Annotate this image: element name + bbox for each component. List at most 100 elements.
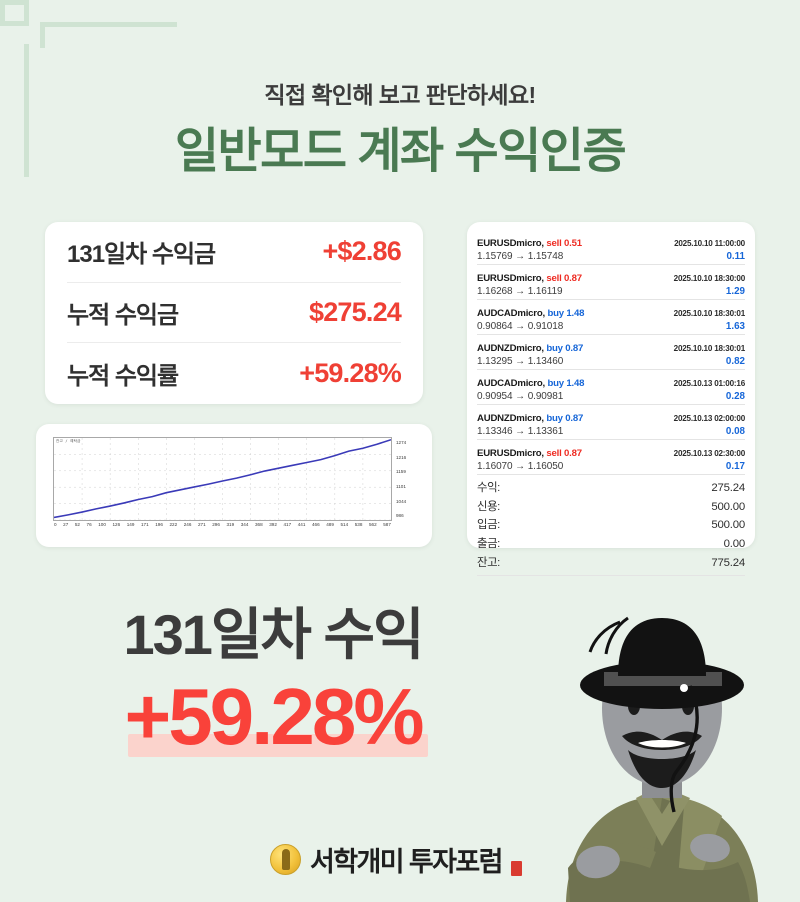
trade-row-header: EURUSDmicro, sell 0.51 2025.10.10 11:00:0…	[477, 233, 745, 251]
hero-highlight-bar	[128, 734, 428, 758]
trade-side: sell 0.51	[546, 237, 582, 249]
trade-row: EURUSDmicro, sell 0.87 2025.10.13 02:30:0…	[477, 440, 745, 475]
trade-prices: 0.90864 → 0.91018	[477, 320, 564, 332]
trade-symbol-side: EURUSDmicro, sell 0.87	[477, 268, 582, 286]
trade-row-detail: 1.13346 → 1.13361 0.08	[477, 426, 745, 437]
trade-row-detail: 1.15769 → 1.15748 0.11	[477, 251, 745, 262]
summary-label: 잔고:	[477, 556, 500, 569]
chart-y-tick: 1101	[396, 484, 406, 490]
chart-x-tick: 171	[141, 522, 149, 527]
stat-row-daily-profit: 131일차 수익금 +$2.86	[67, 222, 402, 283]
trade-symbol: EURUSDmicro,	[477, 272, 547, 284]
trade-row-header: EURUSDmicro, sell 0.87 2025.10.13 02:30:0…	[477, 443, 745, 461]
trade-profit: 0.08	[725, 425, 745, 437]
trade-symbol-side: AUDNZDmicro, buy 0.87	[477, 408, 583, 426]
summary-row: 출금: 0.00	[477, 534, 745, 553]
trade-profit: 0.28	[725, 390, 745, 402]
chart-x-tick: 587	[383, 522, 391, 527]
chart-gridlines	[54, 438, 391, 520]
corner-bracket-square-icon	[0, 0, 29, 26]
account-summary-list: 수익: 275.24 신용: 500.00 입금: 500.00 출금: 0.00 잔고: 775…	[477, 475, 745, 576]
summary-row: 신용: 500.00	[477, 497, 745, 516]
trade-symbol: EURUSDmicro,	[477, 447, 547, 459]
chart-x-tick: 562	[369, 522, 377, 527]
brand-footer: 서학개미 투자포럼	[270, 840, 522, 879]
trade-time: 2025.10.13 01:00:16	[673, 378, 746, 388]
trade-time: 2025.10.10 11:00:00	[674, 238, 745, 248]
hero-percent: +59.28%	[124, 671, 424, 761]
chart-x-tick: 466	[312, 522, 320, 527]
summary-value: 775.24	[711, 556, 745, 569]
stat-label: 누적 수익금	[67, 301, 179, 329]
trade-time: 2025.10.13 02:00:00	[673, 413, 746, 423]
stat-value: +$2.86	[322, 236, 401, 267]
chart-y-axis-labels: 1274 1216 1159 1101 1044 986	[393, 437, 423, 521]
trade-row-header: AUDNZDmicro, buy 0.87 2025.10.10 18:30:01	[477, 338, 745, 356]
chart-x-tick: 514	[340, 522, 349, 527]
trade-prices: 1.13295 → 1.13460	[477, 355, 564, 367]
chart-x-tick: 319	[226, 522, 235, 527]
trade-row-detail: 1.16268 → 1.16119 1.29	[477, 286, 745, 297]
summary-value: 275.24	[711, 482, 745, 495]
summary-label: 출금:	[477, 538, 500, 551]
chart-x-tick: 344	[240, 522, 249, 527]
chart-x-tick: 246	[183, 522, 192, 527]
chart-svg	[54, 438, 391, 520]
stat-label: 131일차 수익금	[67, 241, 216, 269]
trade-symbol: AUDNZDmicro,	[477, 412, 547, 424]
chart-x-tick: 271	[198, 522, 206, 527]
page-title: 일반모드 계좌 수익인증	[174, 124, 627, 178]
chart-y-tick: 986	[396, 513, 404, 519]
chart-y-tick: 1159	[396, 469, 406, 475]
trade-profit: 1.63	[725, 320, 745, 332]
trade-symbol-side: EURUSDmicro, sell 0.51	[477, 233, 582, 251]
trade-row-detail: 1.16070 → 1.16050 0.17	[477, 461, 745, 472]
trade-time: 2025.10.10 18:30:00	[673, 273, 746, 283]
trade-row: EURUSDmicro, sell 0.87 2025.10.10 18:30:0…	[477, 265, 745, 300]
trade-row-header: AUDCADmicro, buy 1.48 2025.10.13 01:00:16	[477, 373, 745, 391]
chart-x-tick: 76	[86, 522, 92, 527]
chart-x-tick: 126	[112, 522, 121, 527]
chart-x-axis-labels: 0 27 52 76 100 126 149 171 196 222 246 271 296 319 344…	[53, 522, 392, 533]
chart-x-tick: 149	[126, 522, 135, 527]
chart-x-tick: 52	[74, 522, 80, 527]
summary-value: 500.00	[711, 519, 745, 532]
trade-symbol-side: EURUSDmicro, sell 0.87	[477, 443, 582, 461]
summary-row: 입금: 500.00	[477, 515, 745, 534]
trade-symbol: AUDCADmicro,	[477, 307, 548, 319]
chart-x-tick: 392	[269, 522, 277, 527]
chart-x-tick: 417	[283, 522, 292, 527]
trade-symbol-side: AUDNZDmicro, buy 0.87	[477, 338, 583, 356]
trade-side: buy 0.87	[546, 412, 584, 424]
trade-time: 2025.10.10 18:30:01	[673, 343, 746, 353]
trade-prices: 1.13346 → 1.13361	[477, 425, 564, 437]
hero-section: 131일차 수익 +59.28%	[38, 604, 508, 761]
stat-value: +59.28%	[299, 357, 402, 388]
trade-row-detail: 1.13295 → 1.13460 0.82	[477, 356, 745, 367]
trade-profit: 0.17	[725, 460, 745, 472]
trade-side: sell 0.87	[546, 447, 582, 459]
trade-time: 2025.10.13 02:30:00	[673, 448, 746, 458]
header-subtitle: 직접 확인해 보고 판단하세요!	[264, 82, 536, 108]
header: 직접 확인해 보고 판단하세요! 일반모드 계좌 수익인증	[0, 82, 800, 179]
corner-bracket-vertical-long	[24, 44, 29, 177]
trade-row: AUDCADmicro, buy 1.48 2025.10.13 01:00:16…	[477, 370, 745, 405]
gold-coin-icon	[270, 844, 301, 875]
trade-time: 2025.10.10 18:30:01	[673, 308, 746, 318]
chart-x-tick: 0	[54, 522, 57, 527]
summary-row: 수익: 275.24	[477, 478, 745, 497]
trade-profit: 0.11	[726, 250, 745, 262]
trade-history-list: EURUSDmicro, sell 0.51 2025.10.10 11:00:0…	[477, 230, 745, 475]
trade-row: AUDCADmicro, buy 1.48 2025.10.10 18:30:01…	[477, 300, 745, 335]
summary-value: 0.00	[723, 538, 746, 551]
trade-symbol-side: AUDCADmicro, buy 1.48	[477, 303, 584, 321]
hero-title: 131일차 수익	[123, 603, 424, 666]
chart-x-tick: 538	[354, 522, 363, 527]
trade-row: AUDNZDmicro, buy 0.87 2025.10.10 18:30:01…	[477, 335, 745, 370]
red-seal-icon	[510, 861, 522, 876]
trade-row-detail: 0.90954 → 0.90981 0.28	[477, 391, 745, 402]
chart-y-tick: 1274	[396, 440, 407, 445]
trade-row-header: AUDNZDmicro, buy 0.87 2025.10.13 02:00:00	[477, 408, 745, 426]
trade-side: buy 0.87	[546, 342, 584, 354]
